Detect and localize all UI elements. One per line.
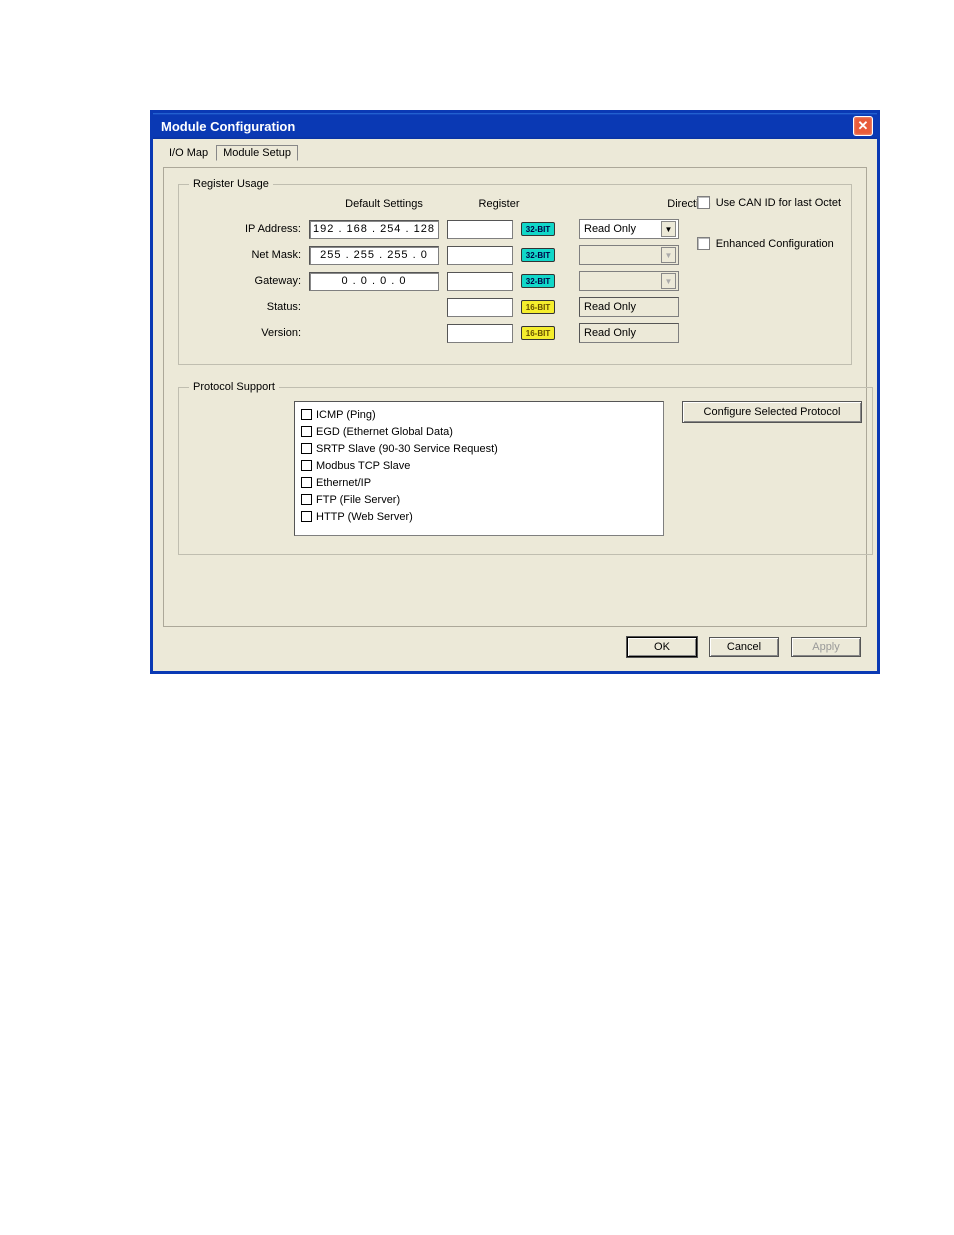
chevron-down-icon: ▼: [661, 221, 676, 237]
window-title: Module Configuration: [161, 119, 295, 134]
window-body: I/O Map Module Setup Register Usage Use …: [153, 139, 877, 671]
checkbox-icon: [697, 196, 710, 209]
protocol-item[interactable]: HTTP (Web Server): [301, 508, 657, 525]
header-default: Default Settings: [319, 198, 449, 210]
module-setup-panel: Register Usage Use CAN ID for last Octet…: [163, 167, 867, 627]
enhanced-config-checkbox[interactable]: Enhanced Configuration: [697, 237, 841, 250]
checkbox-icon: [301, 477, 312, 488]
status-label: Status:: [189, 301, 309, 313]
row-version: Version: 16-BIT Read Only: [189, 320, 841, 346]
enhanced-config-label: Enhanced Configuration: [716, 238, 834, 250]
checkbox-icon: [301, 426, 312, 437]
netmask-value[interactable]: 255 . 255 . 255 . 0: [309, 246, 439, 265]
protocol-item[interactable]: FTP (File Server): [301, 491, 657, 508]
configure-protocol-button[interactable]: Configure Selected Protocol: [682, 401, 862, 423]
netmask-register-input[interactable]: [447, 246, 513, 265]
checkbox-icon: [301, 409, 312, 420]
version-register-input[interactable]: [447, 324, 513, 343]
ip-direction-value: Read Only: [584, 223, 636, 235]
chevron-down-icon: ▼: [661, 273, 676, 289]
netmask-direction-select: ▼: [579, 245, 679, 265]
protocol-item[interactable]: Modbus TCP Slave: [301, 457, 657, 474]
bit32-tag: 32-BIT: [521, 274, 555, 288]
bit16-tag: 16-BIT: [521, 300, 555, 314]
netmask-label: Net Mask:: [189, 249, 309, 261]
checkbox-icon: [301, 494, 312, 505]
cancel-button[interactable]: Cancel: [709, 637, 779, 657]
bit32-tag: 32-BIT: [521, 222, 555, 236]
protocol-item[interactable]: Ethernet/IP: [301, 474, 657, 491]
protocol-label: FTP (File Server): [316, 494, 400, 506]
protocol-label: Ethernet/IP: [316, 477, 371, 489]
gateway-register-input[interactable]: [447, 272, 513, 291]
ok-button[interactable]: OK: [627, 637, 697, 657]
dialog-buttons: OK Cancel Apply: [163, 627, 867, 661]
checkbox-icon: [697, 237, 710, 250]
protocol-label: Modbus TCP Slave: [316, 460, 410, 472]
status-direction: Read Only: [579, 297, 679, 317]
protocol-list[interactable]: ICMP (Ping) EGD (Ethernet Global Data) S…: [294, 401, 664, 536]
tabs: I/O Map Module Setup: [163, 145, 867, 161]
header-register: Register: [449, 198, 549, 210]
version-direction: Read Only: [579, 323, 679, 343]
tab-io-map[interactable]: I/O Map: [163, 145, 214, 161]
version-label: Version:: [189, 327, 309, 339]
protocol-label: ICMP (Ping): [316, 409, 376, 421]
close-button[interactable]: ✕: [853, 116, 873, 136]
row-gateway: Gateway: 0 . 0 . 0 . 0 32-BIT ▼: [189, 268, 841, 294]
apply-button[interactable]: Apply: [791, 637, 861, 657]
titlebar: Module Configuration ✕: [153, 113, 877, 139]
bit32-tag: 32-BIT: [521, 248, 555, 262]
bit16-tag: 16-BIT: [521, 326, 555, 340]
chevron-down-icon: ▼: [661, 247, 676, 263]
protocol-label: HTTP (Web Server): [316, 511, 413, 523]
status-register-input[interactable]: [447, 298, 513, 317]
protocol-support-legend: Protocol Support: [189, 381, 279, 393]
register-usage-legend: Register Usage: [189, 178, 273, 190]
checkbox-icon: [301, 460, 312, 471]
protocol-label: SRTP Slave (90-30 Service Request): [316, 443, 498, 455]
gateway-value[interactable]: 0 . 0 . 0 . 0: [309, 272, 439, 291]
tab-module-setup[interactable]: Module Setup: [216, 145, 298, 161]
register-usage-group: Register Usage Use CAN ID for last Octet…: [178, 178, 852, 365]
module-configuration-window: Module Configuration ✕ I/O Map Module Se…: [150, 110, 880, 674]
ip-label: IP Address:: [189, 223, 309, 235]
protocol-item[interactable]: SRTP Slave (90-30 Service Request): [301, 440, 657, 457]
protocol-support-group: Protocol Support ICMP (Ping) EGD (Ethern…: [178, 381, 873, 555]
use-can-id-label: Use CAN ID for last Octet: [716, 197, 841, 209]
gateway-direction-select: ▼: [579, 271, 679, 291]
use-can-id-checkbox[interactable]: Use CAN ID for last Octet: [697, 196, 841, 209]
protocol-item[interactable]: ICMP (Ping): [301, 406, 657, 423]
protocol-label: EGD (Ethernet Global Data): [316, 426, 453, 438]
protocol-item[interactable]: EGD (Ethernet Global Data): [301, 423, 657, 440]
checkbox-icon: [301, 511, 312, 522]
gateway-label: Gateway:: [189, 275, 309, 287]
ip-register-input[interactable]: [447, 220, 513, 239]
ip-value[interactable]: 192 . 168 . 254 . 128: [309, 220, 439, 239]
row-status: Status: 16-BIT Read Only: [189, 294, 841, 320]
ip-direction-select[interactable]: Read Only ▼: [579, 219, 679, 239]
checkbox-icon: [301, 443, 312, 454]
